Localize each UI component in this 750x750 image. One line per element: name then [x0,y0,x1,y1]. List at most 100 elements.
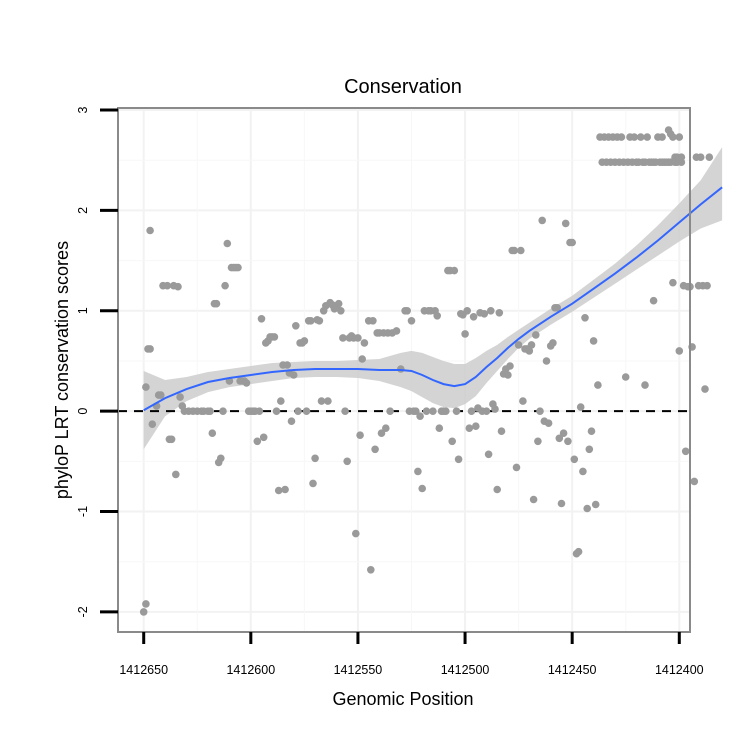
data-point-77 [315,317,324,325]
data-point-73 [307,317,315,325]
data-point-153 [487,307,495,315]
data-point-70 [300,337,309,345]
x-tick-label-2: 1412550 [334,663,383,677]
data-point-116 [407,317,416,325]
data-point-194 [574,547,583,556]
data-point-173 [529,495,538,504]
data-point-254 [681,447,690,456]
data-point-192 [570,455,579,464]
data-point-165 [512,463,521,472]
data-point-71 [302,407,311,416]
data-point-156 [493,485,502,494]
data-point-223 [636,133,645,141]
data-point-105 [377,429,386,438]
data-point-15 [172,470,180,479]
data-point-64 [287,417,296,426]
data-point-180 [544,419,553,428]
data-point-175 [534,437,542,446]
data-point-97 [358,355,367,363]
data-point-119 [414,467,422,476]
data-point-167 [517,246,525,255]
data-point-179 [542,357,551,365]
x-axis-title: Genomic Position [332,689,473,709]
data-point-150 [480,310,489,318]
y-tick-label-5: 3 [76,106,90,113]
data-point-74 [309,479,317,488]
y-tick-label-1: -1 [76,506,90,517]
x-tick-label-0: 1412650 [119,663,168,677]
data-point-182 [549,339,557,347]
data-point-11 [163,281,172,290]
y-axis: -2 -1 0 1 2 3 [76,106,118,617]
data-point-132 [442,407,450,416]
data-point-43 [242,379,251,387]
data-point-50 [257,315,266,323]
chart-title: Conservation [344,76,462,98]
data-point-114 [403,307,412,315]
x-tick-label-4: 1412450 [548,663,597,677]
data-point-61 [281,485,289,494]
data-point-138 [454,455,463,464]
data-point-123 [422,407,431,416]
data-point-17 [176,393,184,401]
data-point-243 [641,381,649,389]
data-point-120 [416,412,424,421]
data-point-265 [705,153,714,161]
data-point-143 [465,424,474,433]
data-point-109 [386,407,394,416]
data-point-33 [221,281,229,290]
data-point-98 [360,339,369,347]
data-point-121 [418,484,427,493]
data-point-158 [497,427,506,436]
data-point-202 [591,500,600,509]
data-point-251 [675,347,684,355]
data-point-9 [157,391,165,399]
data-point-94 [352,529,360,538]
y-tick-label-0: -2 [76,606,90,617]
y-axis-title: phyloP LRT conservation scores [52,241,72,499]
data-point-184 [553,304,561,312]
data-point-174 [532,331,540,339]
data-point-168 [519,397,527,405]
data-point-100 [367,566,375,574]
data-point-102 [371,445,379,454]
y-tick-label-3: 1 [76,307,90,314]
data-point-95 [354,334,362,342]
data-point-5 [146,226,154,235]
data-point-51 [259,433,268,442]
data-point-241 [675,133,684,141]
data-point-118 [412,407,420,416]
data-point-263 [701,385,709,393]
data-point-1 [142,600,150,608]
data-point-177 [538,216,546,225]
data-point-151 [482,407,491,416]
data-point-261 [696,153,705,161]
data-point-32 [219,407,227,416]
data-point-88 [339,334,347,342]
data-point-245 [658,158,666,166]
data-point-66 [292,322,300,330]
data-points [139,126,714,616]
data-point-135 [448,437,457,446]
data-point-233 [658,133,666,141]
data-point-58 [274,486,283,495]
data-point-144 [467,407,476,416]
data-point-16 [174,282,182,291]
data-point-48 [253,437,262,446]
data-point-86 [334,299,343,308]
data-point-191 [568,238,576,247]
data-point-195 [576,403,585,411]
smooth-trend-line [143,186,723,412]
data-point-220 [630,133,639,141]
data-point-198 [583,504,591,513]
data-point-81 [324,397,332,405]
data-point-31 [217,454,225,463]
data-point-162 [506,362,514,370]
data-point-136 [450,266,459,275]
data-point-2 [142,383,150,391]
data-point-199 [585,445,594,454]
data-point-56 [270,333,279,341]
data-point-189 [564,437,572,446]
data-point-164 [510,246,519,255]
